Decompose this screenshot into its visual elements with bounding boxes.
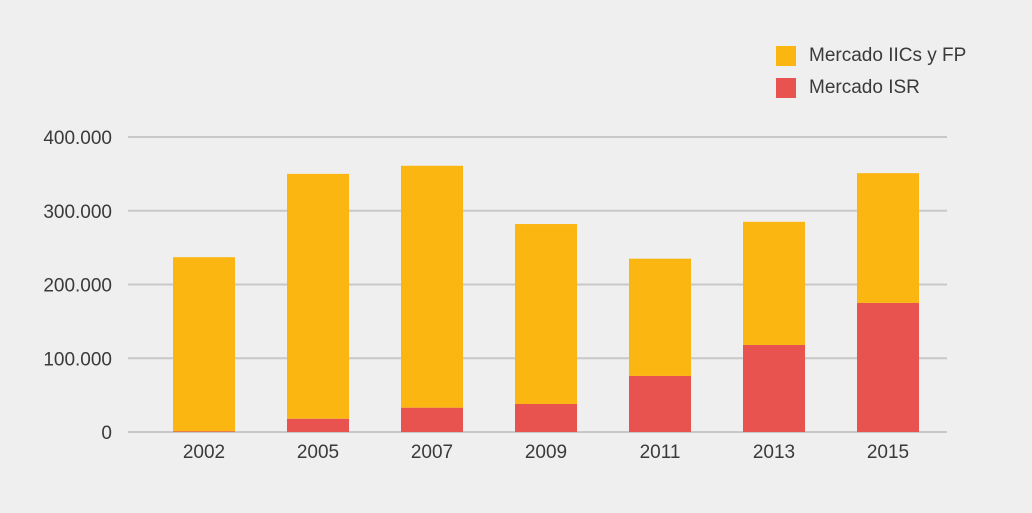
y-tick-label-0: 0 <box>101 423 112 444</box>
bar-mercado-isr-2011 <box>629 375 691 432</box>
x-tick-label-2005: 2005 <box>297 442 339 463</box>
legend-item-iics-fp: Mercado IICs y FP <box>776 40 966 72</box>
x-tick-label-2011: 2011 <box>640 442 681 463</box>
bar-mercado-iics-y-fp-2013 <box>743 221 805 345</box>
y-tick-label-4: 400.000 <box>43 128 112 149</box>
bar-mercado-isr-2007 <box>401 407 463 432</box>
legend-swatch-isr <box>776 78 796 98</box>
bar-mercado-iics-y-fp-2009 <box>515 224 577 404</box>
x-tick-label-2009: 2009 <box>525 442 567 463</box>
bar-mercado-isr-2015 <box>857 302 919 432</box>
x-tick-label-2002: 2002 <box>183 442 225 463</box>
bar-mercado-isr-2013 <box>743 344 805 432</box>
legend-swatch-iics-fp <box>776 46 796 66</box>
x-tick-label-2013: 2013 <box>753 442 795 463</box>
bar-mercado-iics-y-fp-2002 <box>173 257 235 432</box>
bar-mercado-iics-y-fp-2015 <box>857 173 919 303</box>
bar-mercado-isr-2005 <box>287 418 349 432</box>
x-tick-label-2015: 2015 <box>867 442 909 463</box>
x-axis-tick-labels: 2002 2005 2007 2009 2011 2013 2015 <box>183 442 909 463</box>
y-tick-label-2: 200.000 <box>43 276 112 297</box>
legend-item-isr: Mercado ISR <box>776 72 966 104</box>
y-axis-tick-labels: 0 100.000 200.000 300.000 400.000 <box>43 128 112 444</box>
bars <box>173 165 919 432</box>
y-tick-label-1: 100.000 <box>43 349 112 370</box>
bar-mercado-isr-2009 <box>515 403 577 432</box>
bar-mercado-isr-2002 <box>173 431 235 432</box>
legend-label-iics-fp: Mercado IICs y FP <box>809 45 967 66</box>
legend-label-isr: Mercado ISR <box>809 77 920 98</box>
bar-mercado-iics-y-fp-2007 <box>401 165 463 408</box>
legend: Mercado IICs y FP Mercado ISR <box>776 40 966 104</box>
x-tick-label-2007: 2007 <box>411 442 453 463</box>
bar-mercado-iics-y-fp-2011 <box>629 258 691 376</box>
bar-mercado-iics-y-fp-2005 <box>287 173 349 419</box>
y-tick-label-3: 300.000 <box>43 202 112 223</box>
